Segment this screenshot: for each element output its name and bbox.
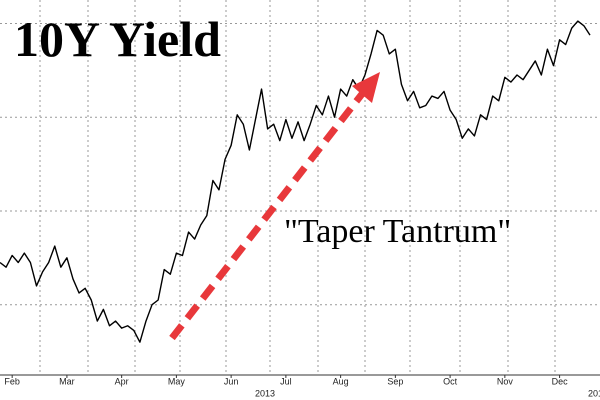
x-tick-label: May bbox=[168, 376, 186, 386]
annotation: "Taper Tantrum" bbox=[284, 213, 511, 250]
x-tick-label: Oct bbox=[443, 376, 458, 386]
x-tick-label: Jul bbox=[280, 376, 292, 386]
year-label: 2013 bbox=[255, 388, 275, 398]
x-tick-label: Mar bbox=[59, 376, 75, 386]
x-tick-label: Sep bbox=[387, 376, 403, 386]
x-tick-label: Nov bbox=[497, 376, 514, 386]
x-tick-label: Jun bbox=[224, 376, 239, 386]
x-tick-label: Aug bbox=[333, 376, 349, 386]
x-tick-label: Dec bbox=[552, 376, 569, 386]
line bbox=[0, 20, 591, 343]
next-year-label: 201 bbox=[588, 388, 600, 398]
arrow bbox=[169, 72, 380, 341]
x-tick-label: Feb bbox=[4, 376, 20, 386]
x-tick-label: Apr bbox=[115, 376, 129, 386]
chart-title: 10Y Yield bbox=[14, 11, 221, 67]
